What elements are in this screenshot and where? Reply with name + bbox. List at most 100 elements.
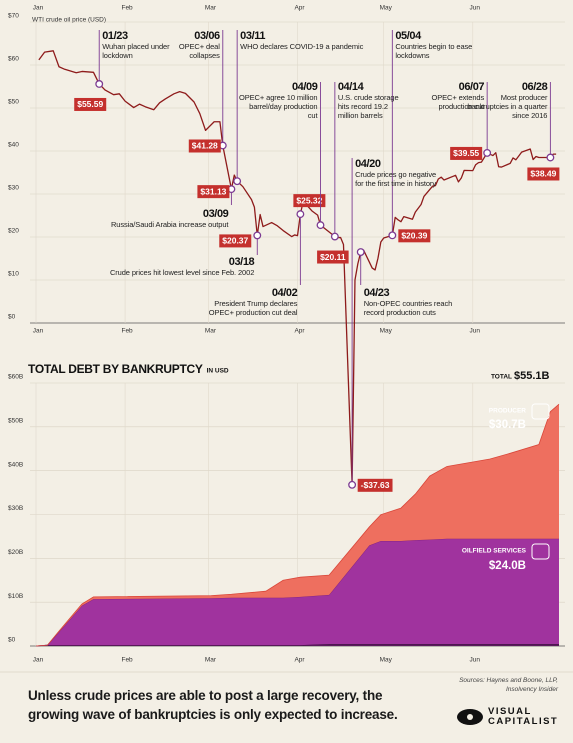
annotation-date: 04/14 <box>338 81 365 93</box>
annotation-text: OPEC+ deal collapses <box>178 42 220 60</box>
value-label: $55.59 <box>77 99 103 109</box>
x-tick-label: Jun <box>470 5 481 12</box>
line <box>38 50 557 486</box>
annotation-text: U.S. crude storage hits record 19.2 mill… <box>337 93 399 120</box>
value-label: $31.13 <box>200 186 226 196</box>
value-label-box <box>188 139 221 153</box>
y-tick-label: $40B <box>8 461 23 468</box>
x-tick-label: Mar <box>205 5 217 12</box>
annotation-date: 03/09 <box>203 208 229 220</box>
value-label-box <box>219 234 252 248</box>
chart-title: TOTAL DEBT BY BANKRUPTCY <box>28 362 203 376</box>
y-tick-label: $20B <box>8 549 23 556</box>
value-label-box <box>398 229 431 243</box>
value-label: $20.11 <box>320 252 346 262</box>
annotation-point <box>356 248 365 256</box>
annotation-text: OPEC+ extends production cut <box>431 93 485 111</box>
annotation-point <box>253 231 262 240</box>
y-tick-label: $20 <box>8 228 19 235</box>
annotation-text: Most producer bankruptcies in a quarter … <box>467 93 548 120</box>
x-tick-label: May <box>380 328 393 335</box>
x-tick-label: Mar <box>205 657 217 664</box>
total-label: TOTAL <box>491 374 512 381</box>
brand: VISUAL CAPITALIST <box>488 706 559 727</box>
y-tick-label: $30 <box>8 185 19 192</box>
value-label: -$37.63 <box>361 480 390 490</box>
y-tick-label: $60 <box>8 56 19 63</box>
x-tick-label: Feb <box>121 657 133 664</box>
annotation-text: Crude prices go negative for the first t… <box>355 170 437 188</box>
annotation-text: President Trump declares OPEC+ productio… <box>208 299 298 317</box>
x-tick-label: Jun <box>470 657 481 664</box>
series-icon <box>531 403 550 420</box>
value-label: $38.49 <box>530 169 556 179</box>
x-tick-label: Feb <box>121 328 133 335</box>
total-value: $55.1B <box>514 370 550 382</box>
value-label-box <box>357 478 393 492</box>
annotation-date: 05/04 <box>395 30 422 42</box>
annotation-point <box>296 210 305 219</box>
annotation-point <box>233 177 242 186</box>
annotation-date: 06/07 <box>459 81 485 93</box>
y-tick-label: $0 <box>8 314 16 321</box>
value-label-box <box>527 167 560 181</box>
annotation-text: WHO declares COVID-19 a pandemic <box>240 42 364 51</box>
chart-unit: IN USD <box>207 368 229 375</box>
value-label-box <box>197 185 230 199</box>
value-label: $25.32 <box>296 195 322 205</box>
annotation-point <box>388 231 397 240</box>
value-label-box <box>450 146 483 160</box>
sources: Sources: Haynes and Boone, LLP, Insolven… <box>459 677 558 693</box>
area-edge <box>35 403 560 647</box>
area <box>36 538 559 646</box>
value-label-box <box>293 194 326 208</box>
annotation-date: 01/23 <box>102 30 128 42</box>
value-label-box <box>74 97 107 111</box>
annotation-date: 06/28 <box>522 81 548 93</box>
annotation-point <box>546 153 555 162</box>
x-tick-label: May <box>380 5 393 12</box>
annotation-point <box>483 148 492 157</box>
y-tick-label: $50 <box>8 99 19 106</box>
y-tick-label: $60B <box>8 374 23 381</box>
axis-label: WTI crude oil price (USD) <box>32 17 106 24</box>
value-label: $41.28 <box>192 141 218 151</box>
annotation-text: Non-OPEC countries reach record producti… <box>363 299 453 317</box>
logo-eye <box>467 714 473 720</box>
y-tick-label: $0 <box>8 637 16 644</box>
annotation-text: Countries begin to ease lockdowns <box>395 42 473 60</box>
value-label: $39.55 <box>453 148 479 158</box>
series-total: $24.0B <box>489 560 526 572</box>
annotation-point <box>330 232 339 241</box>
annotation-text: Russia/Saudi Arabia increase output <box>110 220 229 229</box>
annotation-date: 03/11 <box>240 30 265 42</box>
x-tick-label: May <box>380 657 393 664</box>
annotation-date: 03/06 <box>194 30 220 42</box>
value-label: $20.37 <box>222 236 248 246</box>
y-tick-label: $40 <box>8 142 19 149</box>
series-total: $30.7B <box>489 419 526 431</box>
footer-text: Unless crude prices are able to post a l… <box>28 688 398 722</box>
annotation-point <box>348 480 357 489</box>
series-icon <box>531 543 550 560</box>
annotation-text: Wuhan placed under lockdown <box>102 42 170 60</box>
annotation-date: 04/02 <box>272 287 298 299</box>
y-tick-label: $10 <box>8 271 19 278</box>
annotation-date: 04/23 <box>364 287 390 299</box>
area <box>36 404 559 646</box>
x-tick-label: Jun <box>470 328 481 335</box>
annotation-text: Crude prices hit lowest level since Feb.… <box>109 268 255 277</box>
x-tick-label: Apr <box>294 328 305 335</box>
y-tick-label: $30B <box>8 505 23 512</box>
series-name: OILFIELD SERVICES <box>462 548 527 555</box>
annotation-point <box>95 80 104 88</box>
x-tick-label: Mar <box>205 328 217 335</box>
y-tick-label: $10B <box>8 593 23 600</box>
annotation-point <box>316 221 325 230</box>
value-label: $20.39 <box>401 231 427 241</box>
annotation-text: OPEC+ agree 10 million barrel/day produc… <box>239 93 318 120</box>
x-tick-label: Apr <box>294 657 305 664</box>
series-name: PRODUCER <box>489 408 527 415</box>
